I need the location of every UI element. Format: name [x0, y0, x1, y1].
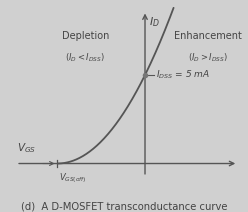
Text: $V_{GS}$: $V_{GS}$	[17, 141, 36, 155]
Text: $V_{GS(off)}$: $V_{GS(off)}$	[59, 172, 87, 185]
Text: Depletion: Depletion	[62, 31, 109, 41]
Text: (d)  A D-MOSFET transconductance curve: (d) A D-MOSFET transconductance curve	[21, 201, 227, 211]
Text: $(I_D > I_{DSS})$: $(I_D > I_{DSS})$	[188, 51, 228, 64]
Text: $I_D$: $I_D$	[149, 15, 159, 29]
Text: Enhancement: Enhancement	[174, 31, 242, 41]
Text: $(I_D < I_{DSS})$: $(I_D < I_{DSS})$	[65, 51, 105, 64]
Text: $I_{DSS}$ = 5 mA: $I_{DSS}$ = 5 mA	[156, 69, 210, 81]
